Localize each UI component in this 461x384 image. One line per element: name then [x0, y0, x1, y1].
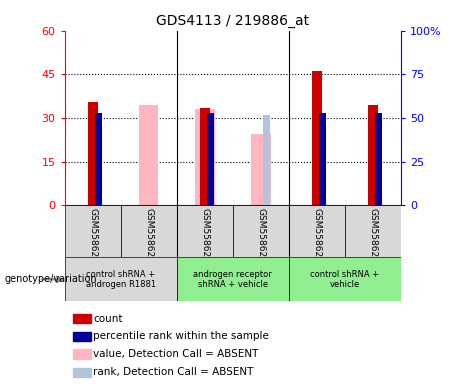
Text: GSM558625: GSM558625 — [368, 208, 378, 263]
Bar — [289, 205, 345, 257]
Bar — [375, 113, 382, 205]
Bar — [289, 257, 401, 301]
Bar — [233, 205, 289, 257]
Bar — [73, 368, 91, 377]
Bar — [345, 205, 401, 257]
Text: genotype/variation: genotype/variation — [5, 274, 97, 285]
Text: value, Detection Call = ABSENT: value, Detection Call = ABSENT — [93, 349, 259, 359]
Text: percentile rank within the sample: percentile rank within the sample — [93, 331, 269, 341]
Bar — [177, 257, 289, 301]
Text: rank, Detection Call = ABSENT: rank, Detection Call = ABSENT — [93, 367, 254, 377]
Bar — [251, 134, 271, 205]
Bar — [312, 71, 322, 205]
Bar — [319, 113, 326, 205]
Bar — [73, 332, 91, 341]
Bar — [207, 113, 214, 205]
Bar — [263, 114, 270, 205]
Text: control shRNA +
androgen R1881: control shRNA + androgen R1881 — [86, 270, 156, 289]
Text: GSM558626: GSM558626 — [88, 208, 97, 263]
Text: GSM558629: GSM558629 — [256, 208, 266, 263]
Text: count: count — [93, 314, 123, 324]
Text: GSM558628: GSM558628 — [200, 208, 209, 263]
Bar — [73, 314, 91, 323]
Title: GDS4113 / 219886_at: GDS4113 / 219886_at — [156, 14, 309, 28]
Bar — [195, 109, 214, 205]
Bar — [88, 102, 98, 205]
Bar — [121, 205, 177, 257]
Bar — [139, 105, 159, 205]
Text: control shRNA +
vehicle: control shRNA + vehicle — [310, 270, 379, 289]
Bar — [73, 349, 91, 359]
Text: androgen receptor
shRNA + vehicle: androgen receptor shRNA + vehicle — [194, 270, 272, 289]
Bar — [65, 257, 177, 301]
Text: GSM558624: GSM558624 — [313, 208, 321, 263]
Text: GSM558627: GSM558627 — [144, 208, 153, 263]
Bar — [200, 108, 210, 205]
Bar — [65, 205, 121, 257]
Bar — [95, 113, 101, 205]
Bar — [368, 105, 378, 205]
Bar — [177, 205, 233, 257]
